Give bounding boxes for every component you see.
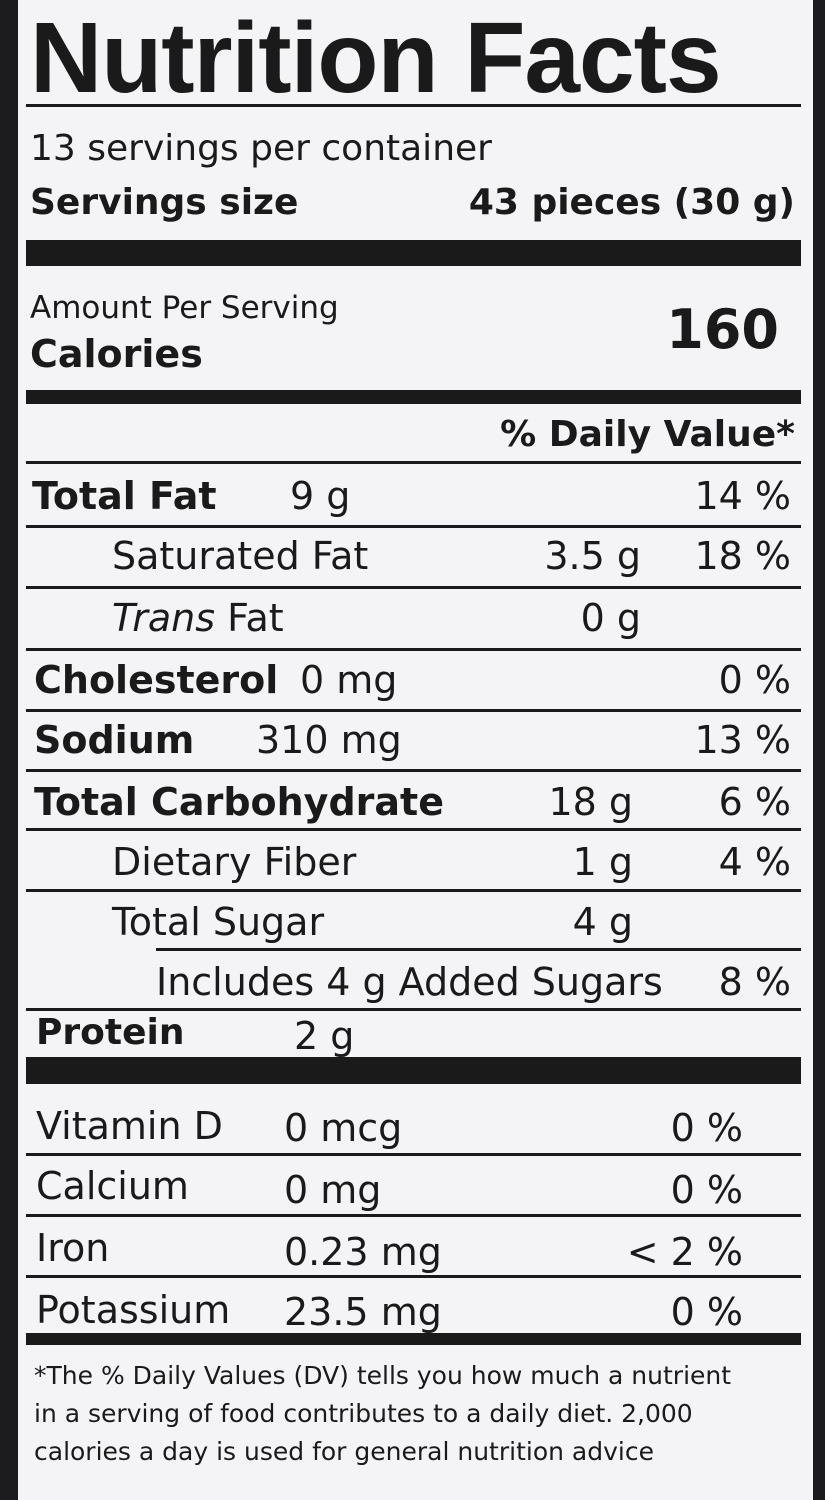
divider-thin-indented — [156, 948, 801, 951]
vitamin-d-dv: 0 % — [670, 1106, 743, 1150]
divider-thick — [26, 240, 801, 266]
divider-thin — [26, 889, 801, 892]
vitamin-d-amount: 0 mcg — [284, 1106, 403, 1150]
divider-thin — [26, 586, 801, 589]
dietary-fiber-label: Dietary Fiber — [112, 840, 357, 884]
sodium-dv: 13 % — [694, 718, 791, 762]
saturated-fat-amount: 3.5 g — [544, 534, 641, 578]
daily-value-header: % Daily Value* — [500, 414, 795, 455]
total-carbohydrate-amount: 18 g — [548, 780, 633, 824]
calcium-dv: 0 % — [670, 1168, 743, 1212]
dietary-fiber-dv: 4 % — [718, 840, 791, 884]
divider-medium — [26, 1333, 801, 1345]
label-title: Nutrition Facts — [30, 2, 722, 114]
total-fat-amount: 9 g — [290, 474, 351, 518]
total-sugar-amount: 4 g — [572, 900, 633, 944]
cholesterol-label: Cholesterol — [34, 658, 279, 702]
iron-label: Iron — [36, 1226, 110, 1270]
vitamin-d-label: Vitamin D — [36, 1104, 223, 1148]
added-sugars-label: Includes 4 g Added Sugars — [156, 960, 663, 1004]
trans-fat-amount: 0 g — [580, 596, 641, 640]
total-sugar-label: Total Sugar — [112, 900, 325, 944]
total-carbohydrate-dv: 6 % — [718, 780, 791, 824]
total-fat-dv: 14 % — [694, 474, 791, 518]
protein-label: Protein — [36, 1012, 185, 1053]
divider-thin — [26, 461, 801, 464]
divider-thin — [26, 709, 801, 712]
trans-fat-rest: Fat — [215, 596, 284, 640]
potassium-dv: 0 % — [670, 1290, 743, 1334]
calcium-amount: 0 mg — [284, 1168, 382, 1212]
total-fat-label: Total Fat — [32, 474, 217, 518]
footnote-line-2: in a serving of food contributes to a da… — [34, 1399, 693, 1428]
calcium-label: Calcium — [36, 1164, 189, 1208]
divider-thin — [26, 525, 801, 528]
divider-thin — [26, 1214, 801, 1217]
potassium-amount: 23.5 mg — [284, 1290, 442, 1334]
dietary-fiber-amount: 1 g — [572, 840, 633, 884]
cholesterol-dv: 0 % — [718, 658, 791, 702]
nutrition-label: Nutrition Facts 13 servings per containe… — [18, 0, 813, 1500]
divider-thin — [26, 769, 801, 772]
serving-size-label: Servings size — [30, 182, 299, 223]
serving-size-value: 43 pieces (30 g) — [468, 182, 795, 223]
trans-fat-italic: Trans — [112, 596, 216, 640]
saturated-fat-dv: 18 % — [694, 534, 791, 578]
divider-medium — [26, 390, 801, 404]
footnote-line-1: *The % Daily Values (DV) tells you how m… — [34, 1361, 732, 1390]
protein-amount: 2 g — [294, 1014, 355, 1058]
sodium-label: Sodium — [34, 718, 195, 762]
footnote-line-3: calories a day is used for general nutri… — [34, 1437, 654, 1466]
saturated-fat-label: Saturated Fat — [112, 534, 369, 578]
calories-value: 160 — [666, 298, 779, 361]
cholesterol-amount: 0 mg — [300, 658, 398, 702]
amount-per-serving: Amount Per Serving — [30, 290, 339, 326]
divider-thick — [26, 1057, 801, 1084]
sodium-amount: 310 mg — [256, 718, 402, 762]
calories-label: Calories — [30, 332, 203, 376]
trans-fat-label: Trans Fat — [112, 596, 284, 640]
divider-thin — [26, 1275, 801, 1278]
divider-thin — [26, 104, 801, 107]
servings-per-container: 13 servings per container — [30, 128, 492, 169]
divider-thin — [26, 828, 801, 831]
added-sugars-dv: 8 % — [718, 960, 791, 1004]
iron-amount: 0.23 mg — [284, 1230, 442, 1274]
total-carbohydrate-label: Total Carbohydrate — [34, 780, 444, 824]
divider-thin — [26, 1153, 801, 1156]
divider-thin — [26, 648, 801, 651]
divider-thin — [26, 1008, 801, 1011]
potassium-label: Potassium — [36, 1288, 231, 1332]
iron-dv: < 2 % — [626, 1230, 743, 1274]
